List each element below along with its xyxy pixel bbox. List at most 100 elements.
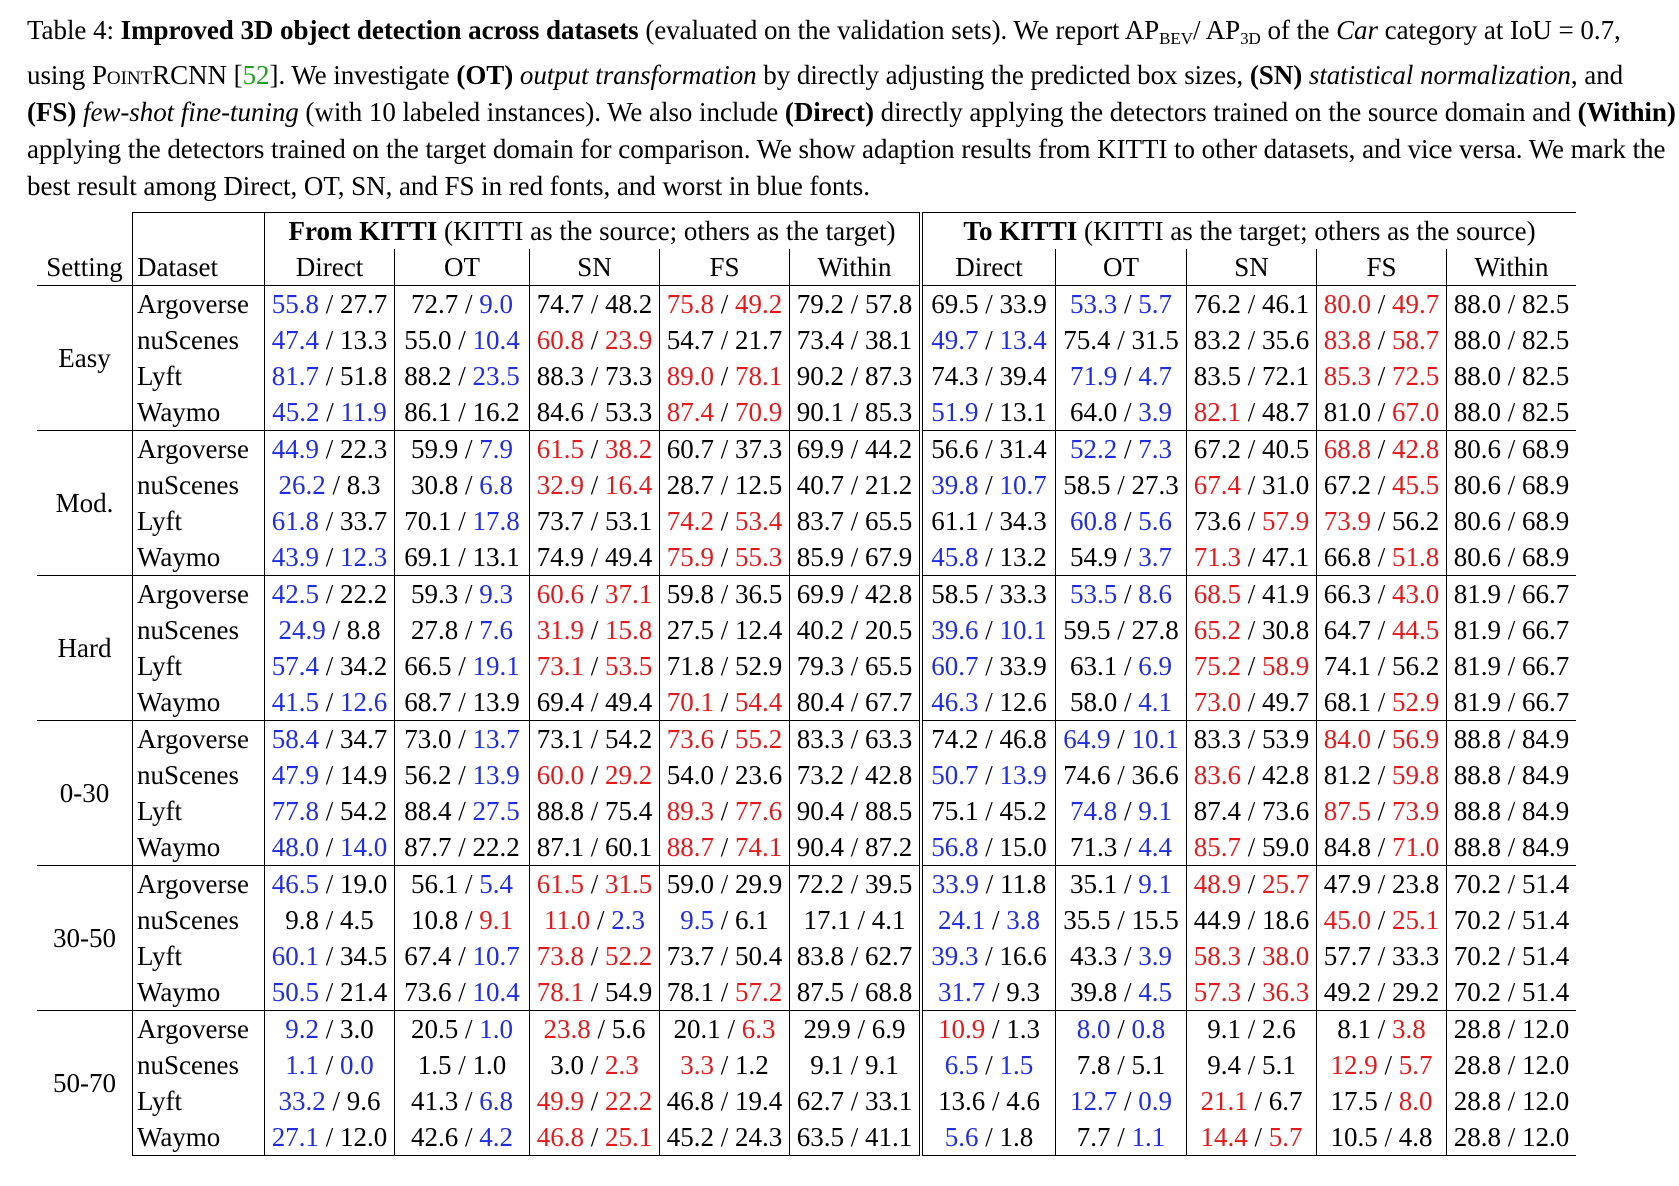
result-cell: 28.8 / 12.0 [1446, 1083, 1576, 1119]
result-cell: 61.5 / 31.5 [529, 865, 660, 902]
result-cell: 56.8 / 15.0 [919, 829, 1056, 866]
ap-bev-value: 33.2 [278, 1086, 326, 1116]
value-separator: / [978, 289, 1000, 319]
caption-text: / AP [1193, 15, 1241, 45]
ap-3d-value: 52.9 [735, 651, 783, 681]
value-separator: / [978, 542, 1000, 572]
value-separator: / [1240, 325, 1262, 355]
ap-3d-value: 29.9 [735, 869, 783, 899]
ap-bev-value: 47.9 [1323, 869, 1371, 899]
ap-bev-value: 60.7 [666, 434, 714, 464]
ap-bev-value: 9.4 [1207, 1050, 1241, 1080]
table-row: nuScenes 1.1 / 0.0 1.5 / 1.0 3.0 / 2.3 3.3 /… [37, 1047, 1576, 1083]
ap-bev-value: 10.9 [937, 1014, 986, 1044]
result-cell: 69.9 / 42.8 [789, 575, 921, 612]
ap-3d-value: 68.9 [1522, 506, 1570, 536]
ap-3d-value: 50.4 [735, 941, 783, 971]
ap-bev-value: 17.5 [1330, 1086, 1378, 1116]
caption-text: applying the detectors trained on the ta… [27, 134, 1666, 201]
value-separator: / [1370, 434, 1392, 464]
ap-3d-value: 38.1 [865, 325, 913, 355]
ap-bev-value: 47.4 [271, 325, 319, 355]
table-row: nuScenes 24.9 / 8.8 27.8 / 7.6 31.9 / 15.8 2… [37, 612, 1576, 648]
ap-bev-value: 20.1 [673, 1014, 721, 1044]
result-cell: 66.8 / 51.8 [1316, 539, 1447, 576]
ap-3d-value: 11.8 [1000, 869, 1047, 899]
value-separator: / [1247, 1086, 1269, 1116]
ap-bev-value: 73.7 [666, 941, 714, 971]
ap-bev-value: 60.8 [1069, 506, 1118, 536]
value-separator: / [713, 796, 735, 826]
ap-3d-value: 15.0 [999, 832, 1047, 862]
ap-3d-value: 73.9 [1392, 796, 1440, 826]
value-separator: / [713, 832, 735, 862]
ap-3d-value: 87.2 [865, 832, 913, 862]
ap-3d-value: 82.5 [1522, 325, 1570, 355]
ap-bev-value: 45.2 [666, 1122, 714, 1152]
value-separator: / [318, 651, 340, 681]
result-cell: 63.1 / 6.9 [1055, 648, 1187, 684]
result-cell: 78.1 / 57.2 [659, 974, 790, 1011]
value-separator: / [843, 796, 865, 826]
ap-3d-value: 9.1 [1138, 796, 1172, 826]
ap-bev-value: 3.3 [680, 1050, 714, 1080]
ap-3d-value: 66.7 [1522, 687, 1570, 717]
caption-method: PointRCNN [91, 60, 227, 90]
ap-3d-value: 21.7 [735, 325, 783, 355]
value-separator: / [583, 470, 605, 500]
ap-bev-value: 54.9 [1069, 542, 1118, 572]
value-separator: / [1117, 832, 1139, 862]
result-cell: 41.3 / 6.8 [394, 1083, 530, 1119]
value-separator: / [985, 905, 1007, 935]
ap-3d-value: 1.0 [479, 1014, 513, 1044]
value-separator: / [318, 506, 340, 536]
value-separator: / [583, 325, 605, 355]
ap-3d-value: 27.5 [472, 796, 520, 826]
ap-bev-value: 46.8 [666, 1086, 714, 1116]
ap-bev-value: 90.4 [796, 832, 844, 862]
result-cell: 65.2 / 30.8 [1186, 612, 1317, 648]
result-cell: 17.5 / 8.0 [1316, 1083, 1447, 1119]
ap-3d-value: 57.9 [1262, 506, 1310, 536]
ap-3d-value: 9.3 [1006, 977, 1040, 1007]
result-cell: 46.3 / 12.6 [919, 684, 1056, 721]
ap-bev-value: 81.9 [1453, 687, 1501, 717]
result-cell: 50.7 / 13.9 [919, 757, 1056, 793]
result-cell: 85.9 / 67.9 [789, 539, 921, 576]
value-separator: / [713, 434, 735, 464]
ap-bev-value: 85.9 [796, 542, 844, 572]
ap-3d-value: 73.3 [605, 361, 653, 391]
citation-link[interactable]: 52 [242, 60, 270, 90]
ap-3d-value: 33.3 [999, 579, 1047, 609]
result-cell: 83.8 / 58.7 [1316, 322, 1447, 358]
ap-3d-value: 5.7 [1138, 289, 1172, 319]
value-separator: / [1370, 542, 1392, 572]
ap-bev-value: 88.7 [666, 832, 714, 862]
ap-bev-value: 64.0 [1069, 397, 1118, 427]
ap-bev-value: 60.6 [536, 579, 584, 609]
ap-bev-value: 42.6 [410, 1122, 459, 1152]
result-cell: 66.5 / 19.1 [394, 648, 530, 684]
value-separator: / [1240, 506, 1262, 536]
ap-3d-value: 6.8 [479, 470, 513, 500]
ap-3d-value: 34.7 [340, 724, 388, 754]
ap-3d-value: 10.7 [999, 470, 1047, 500]
ap-bev-value: 90.1 [796, 397, 844, 427]
value-separator: / [1240, 724, 1262, 754]
value-separator: / [1117, 941, 1139, 971]
ap-bev-value: 31.7 [937, 977, 986, 1007]
table-row: 0-30 Argoverse 58.4 / 34.7 73.0 / 13.7 73.1 … [37, 720, 1576, 866]
result-cell: 24.9 / 8.8 [264, 612, 395, 648]
result-cell: 83.3 / 63.3 [789, 720, 921, 757]
ap-3d-value: 19.0 [340, 869, 388, 899]
value-separator: / [1240, 832, 1262, 862]
header-fs-from: FS [659, 249, 790, 286]
ap-3d-value: 3.9 [1138, 941, 1172, 971]
result-cell: 71.8 / 52.9 [659, 648, 790, 684]
ap-3d-value: 35.6 [1262, 325, 1310, 355]
value-separator: / [318, 941, 340, 971]
ap-3d-value: 33.1 [865, 1086, 913, 1116]
result-cell: 80.6 / 68.9 [1446, 467, 1576, 503]
ap-3d-value: 51.8 [340, 361, 388, 391]
ap-3d-value: 54.9 [605, 977, 653, 1007]
